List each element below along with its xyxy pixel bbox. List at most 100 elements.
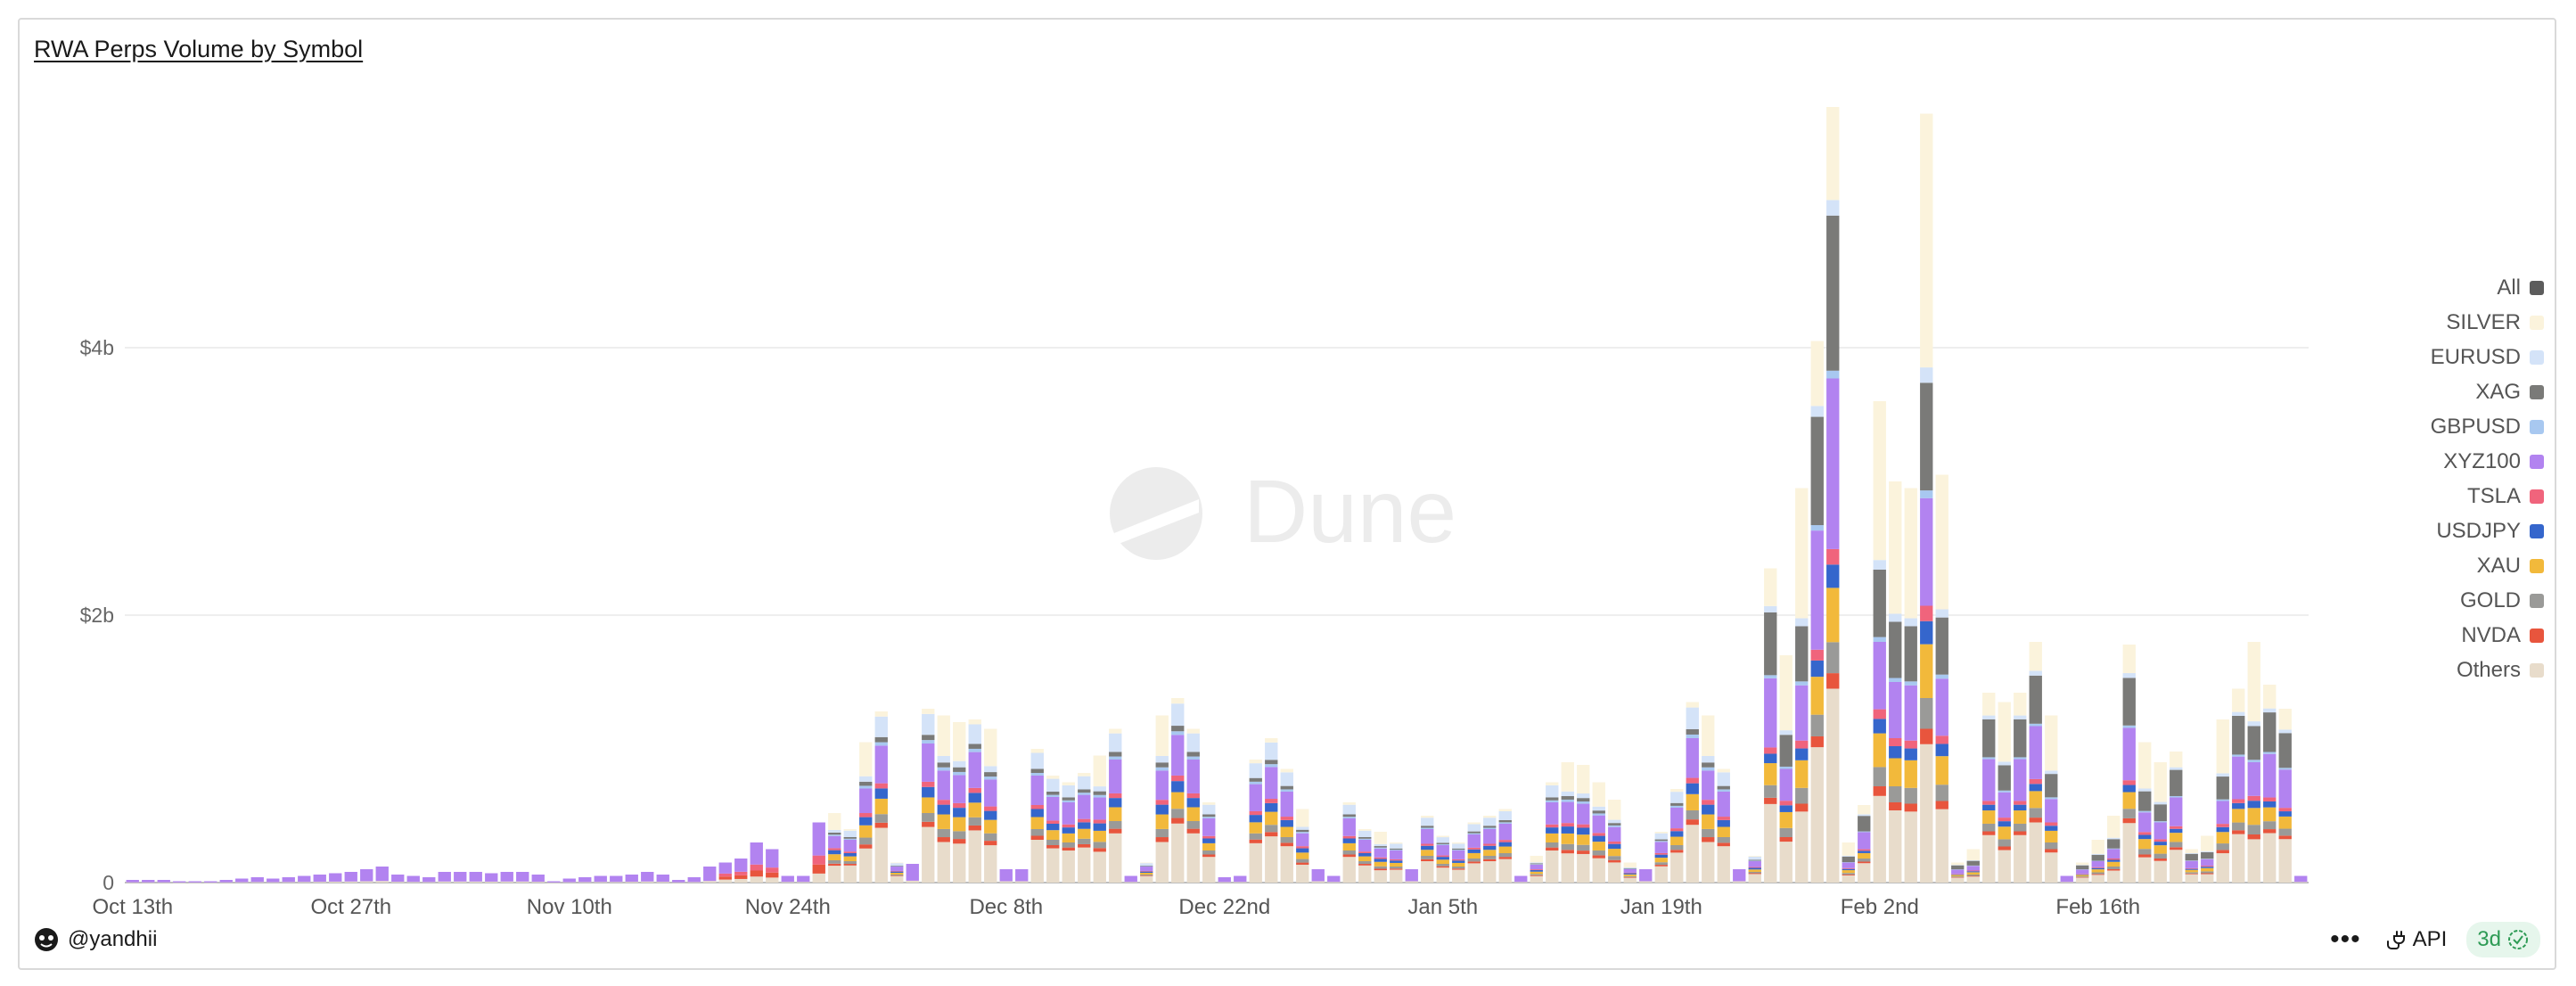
bar-segment-gold — [2091, 872, 2104, 875]
bar-segment-others — [1280, 846, 1293, 883]
bar-segment-xyz100 — [594, 875, 607, 883]
bar-segment-xyz100 — [1030, 776, 1044, 805]
bar-segment-others — [734, 878, 748, 883]
bar-segment-nvda — [2091, 874, 2104, 875]
bar-segment-gold — [1030, 829, 1044, 836]
bar-segment-xau — [1140, 872, 1153, 875]
more-options-icon[interactable]: ••• — [2330, 924, 2361, 954]
bar-segment-silver — [968, 719, 981, 725]
legend-label: XYZ100 — [2443, 448, 2521, 473]
legend-label: All — [2497, 275, 2521, 300]
bar-segment-xyz100 — [1109, 760, 1122, 793]
bar-segment-tsla — [1592, 833, 1605, 836]
bar-segment-silver — [1421, 816, 1434, 818]
bar-segment-tsla — [2091, 867, 2104, 868]
legend-item-usdjpy[interactable]: USDJPY — [2348, 514, 2544, 548]
bar-segment-usdjpy — [1140, 871, 1153, 873]
bar-segment-nvda — [1764, 797, 1777, 804]
legend-item-all[interactable]: All — [2348, 270, 2544, 305]
bar-segment-tsla — [1421, 843, 1434, 846]
bar-segment-xyz100 — [1421, 829, 1434, 844]
chart-title[interactable]: RWA Perps Volume by Symbol — [34, 36, 364, 62]
api-button[interactable]: API — [2384, 927, 2447, 952]
bar-segment-usdjpy — [1810, 660, 1824, 678]
bar-segment-xau — [1030, 817, 1044, 829]
bar-segment-xag — [1140, 865, 1153, 867]
bar-segment-xyz100 — [469, 872, 482, 882]
legend-label: XAG — [2475, 379, 2521, 404]
legend-item-eurusd[interactable]: EURUSD — [2348, 340, 2544, 374]
bar-segment-others — [360, 881, 373, 883]
bar-segment-nvda — [1093, 848, 1106, 852]
bar-segment-eurusd — [968, 724, 981, 744]
bar-segment-nvda — [1062, 847, 1075, 851]
bar-segment-nvda — [1717, 842, 1730, 847]
bar-segment-silver — [2263, 685, 2277, 709]
bar-segment-eurusd — [1810, 406, 1824, 417]
bar-segment-gold — [1265, 825, 1278, 833]
bar-segment-others — [1265, 836, 1278, 883]
bar-segment-tsla — [1982, 801, 1996, 805]
bar-segment-nvda — [1498, 857, 1512, 859]
bar-segment-eurusd — [1030, 752, 1044, 769]
bar-segment-tsla — [2216, 824, 2229, 827]
bar-segment-gbpusd — [1280, 789, 1293, 792]
bar-segment-eurusd — [922, 713, 935, 735]
bar-segment-tsla — [859, 813, 873, 818]
legend-label: XAU — [2476, 553, 2521, 578]
bar-segment-usdjpy — [1592, 835, 1605, 842]
legend-item-silver[interactable]: SILVER — [2348, 305, 2544, 340]
legend-item-xyz100[interactable]: XYZ100 — [2348, 444, 2544, 479]
legend-item-xau[interactable]: XAU — [2348, 548, 2544, 583]
bar-segment-xag — [1717, 785, 1730, 790]
bar-segment-others — [1046, 848, 1060, 883]
bar-segment-xau — [1795, 760, 1809, 788]
legend-item-gold[interactable]: GOLD — [2348, 583, 2544, 618]
bar-segment-eurusd — [1358, 830, 1372, 837]
author[interactable]: @yandhii — [34, 927, 157, 952]
bar-segment-usdjpy — [890, 871, 904, 873]
refresh-badge[interactable]: 3d — [2466, 922, 2540, 957]
bar-segment-tsla — [2138, 832, 2152, 835]
bar-segment-eurusd — [2045, 770, 2058, 775]
bar-segment-gbpusd — [1795, 681, 1809, 686]
bar-segment-gbpusd — [1998, 790, 2011, 793]
bar-segment-others — [438, 881, 451, 883]
bar-segment-eurusd — [1546, 785, 1559, 798]
bar-segment-nvda — [1249, 839, 1262, 843]
author-name[interactable]: @yandhii — [68, 927, 158, 951]
bar-segment-nvda — [1686, 819, 1699, 826]
bar-segment-xyz100 — [1717, 792, 1730, 818]
legend-item-others[interactable]: Others — [2348, 653, 2544, 687]
bar-segment-usdjpy — [1748, 867, 1761, 870]
bar-segment-others — [1093, 851, 1106, 883]
legend-item-gbpusd[interactable]: GBPUSD — [2348, 409, 2544, 444]
bar-segment-xyz100 — [1452, 850, 1465, 859]
bar-segment-others — [282, 882, 295, 883]
bar-segment-xyz100 — [126, 880, 139, 883]
bar-segment-xyz100 — [344, 872, 357, 882]
legend-item-tsla[interactable]: TSLA — [2348, 479, 2544, 514]
bar-segment-usdjpy — [2278, 811, 2292, 817]
bar-segment-tsla — [984, 806, 997, 811]
bar-segment-tsla — [2232, 799, 2245, 803]
bar-segment-tsla — [828, 848, 841, 850]
bar-segment-xau — [1390, 862, 1403, 867]
bar-segment-xyz100 — [360, 869, 373, 882]
bar-segment-gbpusd — [1966, 865, 1980, 867]
bar-segment-nvda — [1390, 868, 1403, 870]
bar-segment-nvda — [1904, 803, 1917, 812]
bar-segment-nvda — [2170, 847, 2183, 850]
bar-segment-silver — [1577, 765, 1590, 794]
legend-item-nvda[interactable]: NVDA — [2348, 618, 2544, 653]
bar-segment-eurusd — [1608, 819, 1621, 824]
legend-item-xag[interactable]: XAG — [2348, 374, 2544, 409]
bar-segment-xyz100 — [329, 873, 342, 882]
bar-segment-xyz100 — [1514, 875, 1528, 883]
bar-segment-silver — [1717, 768, 1730, 773]
bar-segment-xau — [1062, 833, 1075, 843]
bar-segment-xau — [2014, 810, 2027, 824]
bar-segment-others — [1592, 858, 1605, 883]
bar-segment-nvda — [2045, 849, 2058, 853]
bar-segment-others — [1171, 823, 1185, 883]
